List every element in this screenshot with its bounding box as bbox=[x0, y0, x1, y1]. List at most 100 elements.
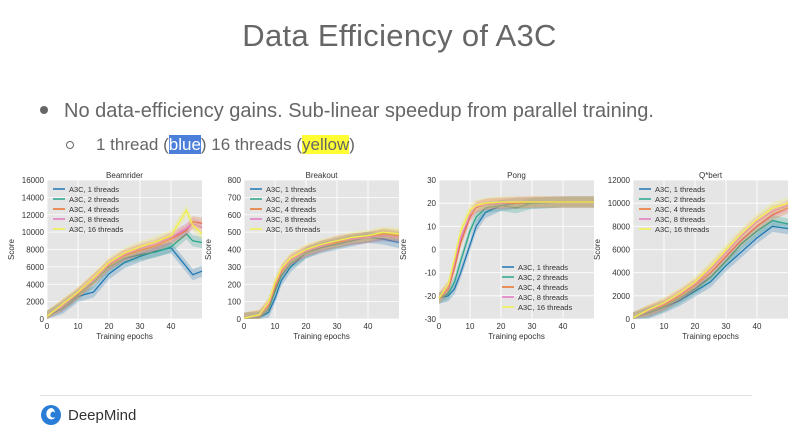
x-tick-label: 30 bbox=[722, 322, 731, 331]
y-tick-label: 8000 bbox=[26, 246, 44, 255]
y-tick-label: 0 bbox=[626, 315, 631, 324]
series-line bbox=[632, 202, 789, 319]
chart-qbert-svg: 0 2000 4000 6000 8000 10000 12000 0 10 20 30 40 Q*be… bbox=[593, 171, 789, 341]
y-tick-label: 10 bbox=[427, 222, 436, 231]
series-band bbox=[244, 226, 399, 319]
legend-label: A3C, 16 threads bbox=[69, 225, 123, 234]
deepmind-logo-text: DeepMind bbox=[68, 406, 137, 424]
series-band bbox=[439, 196, 594, 304]
x-tick-label: 40 bbox=[753, 322, 762, 331]
chart-title: Q*bert bbox=[699, 171, 723, 180]
y-axis-label: Score bbox=[593, 239, 602, 260]
y-tick-label: 10000 bbox=[22, 228, 45, 237]
bullet-dot-icon bbox=[40, 105, 48, 114]
y-tick-label: 4000 bbox=[612, 269, 630, 278]
legend-label: A3C, 4 threads bbox=[266, 205, 316, 214]
y-tick-label: -20 bbox=[424, 292, 436, 301]
legend-label: A3C, 2 threads bbox=[518, 273, 568, 282]
x-axis-label: Training epochs bbox=[488, 332, 545, 341]
series-band bbox=[439, 196, 594, 304]
y-tick-label: 2000 bbox=[26, 298, 44, 307]
series-band bbox=[633, 202, 788, 319]
y-tick-label: 12000 bbox=[608, 176, 631, 185]
chart-breakout: 0 100 200 300 400 500 600 700 800 0 10 20 30 40 Breako… bbox=[203, 170, 403, 345]
bullet-sub-text-3: ) bbox=[349, 135, 355, 154]
bullet-main: No data-efficiency gains. Sub-linear spe… bbox=[40, 100, 654, 123]
y-tick-label: 800 bbox=[228, 176, 242, 185]
x-tick-label: 0 bbox=[45, 322, 50, 331]
chart-title: Pong bbox=[507, 171, 526, 180]
series-band bbox=[47, 216, 202, 319]
legend-label: A3C, 1 threads bbox=[69, 185, 119, 194]
series-band bbox=[439, 196, 594, 304]
y-tick-label: 6000 bbox=[26, 263, 44, 272]
x-tick-label: 10 bbox=[271, 322, 280, 331]
legend-label: A3C, 8 threads bbox=[655, 215, 705, 224]
y-tick-label: 2000 bbox=[612, 292, 630, 301]
x-tick-label: 10 bbox=[74, 322, 83, 331]
bullet-sub-text-2: ) 16 threads ( bbox=[200, 135, 303, 154]
series-line bbox=[243, 234, 400, 319]
x-axis-label: Training epochs bbox=[682, 332, 739, 341]
legend-label: A3C, 16 threads bbox=[518, 303, 572, 312]
legend-label: A3C, 16 threads bbox=[266, 225, 320, 234]
y-tick-label: -10 bbox=[424, 269, 436, 278]
highlight-blue: blue bbox=[168, 135, 201, 154]
chart-beamrider-svg: 0 2000 4000 6000 8000 10000 12000 14000 16000 0 10… bbox=[7, 171, 203, 341]
y-tick-label: 600 bbox=[228, 211, 242, 220]
deepmind-logo: DeepMind bbox=[40, 404, 136, 426]
series-line bbox=[46, 208, 203, 317]
series-line bbox=[632, 225, 789, 319]
y-tick-label: 6000 bbox=[612, 246, 630, 255]
y-tick-label: 400 bbox=[228, 246, 242, 255]
series-line bbox=[46, 222, 203, 317]
legend-label: A3C, 4 threads bbox=[655, 205, 705, 214]
bullet-ring-icon bbox=[66, 140, 74, 149]
series-line bbox=[632, 207, 789, 319]
series-line bbox=[46, 232, 203, 317]
bullet-main-text: No data-efficiency gains. Sub-linear spe… bbox=[64, 100, 654, 122]
bullet-sub-text-1: 1 thread ( bbox=[96, 135, 169, 154]
y-tick-label: 500 bbox=[228, 228, 242, 237]
y-tick-label: 16000 bbox=[22, 176, 45, 185]
x-axis-label: Training epochs bbox=[293, 332, 350, 341]
deepmind-logo-icon bbox=[41, 405, 61, 425]
chart-beamrider: 0 2000 4000 6000 8000 10000 12000 14000 16000 0 10… bbox=[6, 170, 206, 345]
series-band bbox=[244, 230, 399, 319]
legend-label: A3C, 8 threads bbox=[69, 215, 119, 224]
y-tick-label: 700 bbox=[228, 193, 242, 202]
y-tick-label: 14000 bbox=[22, 193, 45, 202]
y-axis-label: Score bbox=[399, 239, 408, 260]
series-band bbox=[633, 215, 788, 319]
y-axis-label: Score bbox=[204, 239, 213, 260]
x-tick-label: 40 bbox=[364, 322, 373, 331]
x-tick-label: 0 bbox=[437, 322, 442, 331]
slide-title: Data Efficiency of A3C bbox=[242, 18, 557, 53]
x-tick-label: 0 bbox=[631, 322, 636, 331]
chart-pong-svg: -30 -20 -10 0 10 20 30 0 10 20 30 40 Pong Training ep… bbox=[399, 171, 594, 341]
series-band bbox=[244, 231, 399, 319]
y-tick-label: 0 bbox=[237, 315, 242, 324]
x-tick-label: 10 bbox=[466, 322, 475, 331]
series-line bbox=[438, 201, 594, 299]
series-line bbox=[46, 247, 203, 317]
legend-label: A3C, 8 threads bbox=[266, 215, 316, 224]
y-tick-label: 20 bbox=[427, 199, 436, 208]
chart-title: Beamrider bbox=[106, 171, 143, 180]
legend-label: A3C, 1 threads bbox=[655, 185, 705, 194]
y-tick-label: -30 bbox=[424, 315, 436, 324]
y-tick-label: 12000 bbox=[22, 211, 45, 220]
x-tick-label: 20 bbox=[691, 322, 700, 331]
x-tick-label: 40 bbox=[559, 322, 568, 331]
x-tick-label: 30 bbox=[333, 322, 342, 331]
y-tick-label: 0 bbox=[432, 246, 437, 255]
x-tick-label: 0 bbox=[242, 322, 247, 331]
series-line bbox=[632, 219, 789, 319]
legend-label: A3C, 16 threads bbox=[655, 225, 709, 234]
chart-pong: -30 -20 -10 0 10 20 30 0 10 20 30 40 Pong Training ep… bbox=[398, 170, 598, 345]
chart-breakout-svg: 0 100 200 300 400 500 600 700 800 0 10 20 30 40 Breako… bbox=[204, 171, 400, 341]
y-tick-label: 4000 bbox=[26, 280, 44, 289]
y-tick-label: 10000 bbox=[608, 199, 631, 208]
legend-label: A3C, 2 threads bbox=[655, 195, 705, 204]
series-band bbox=[633, 199, 788, 319]
